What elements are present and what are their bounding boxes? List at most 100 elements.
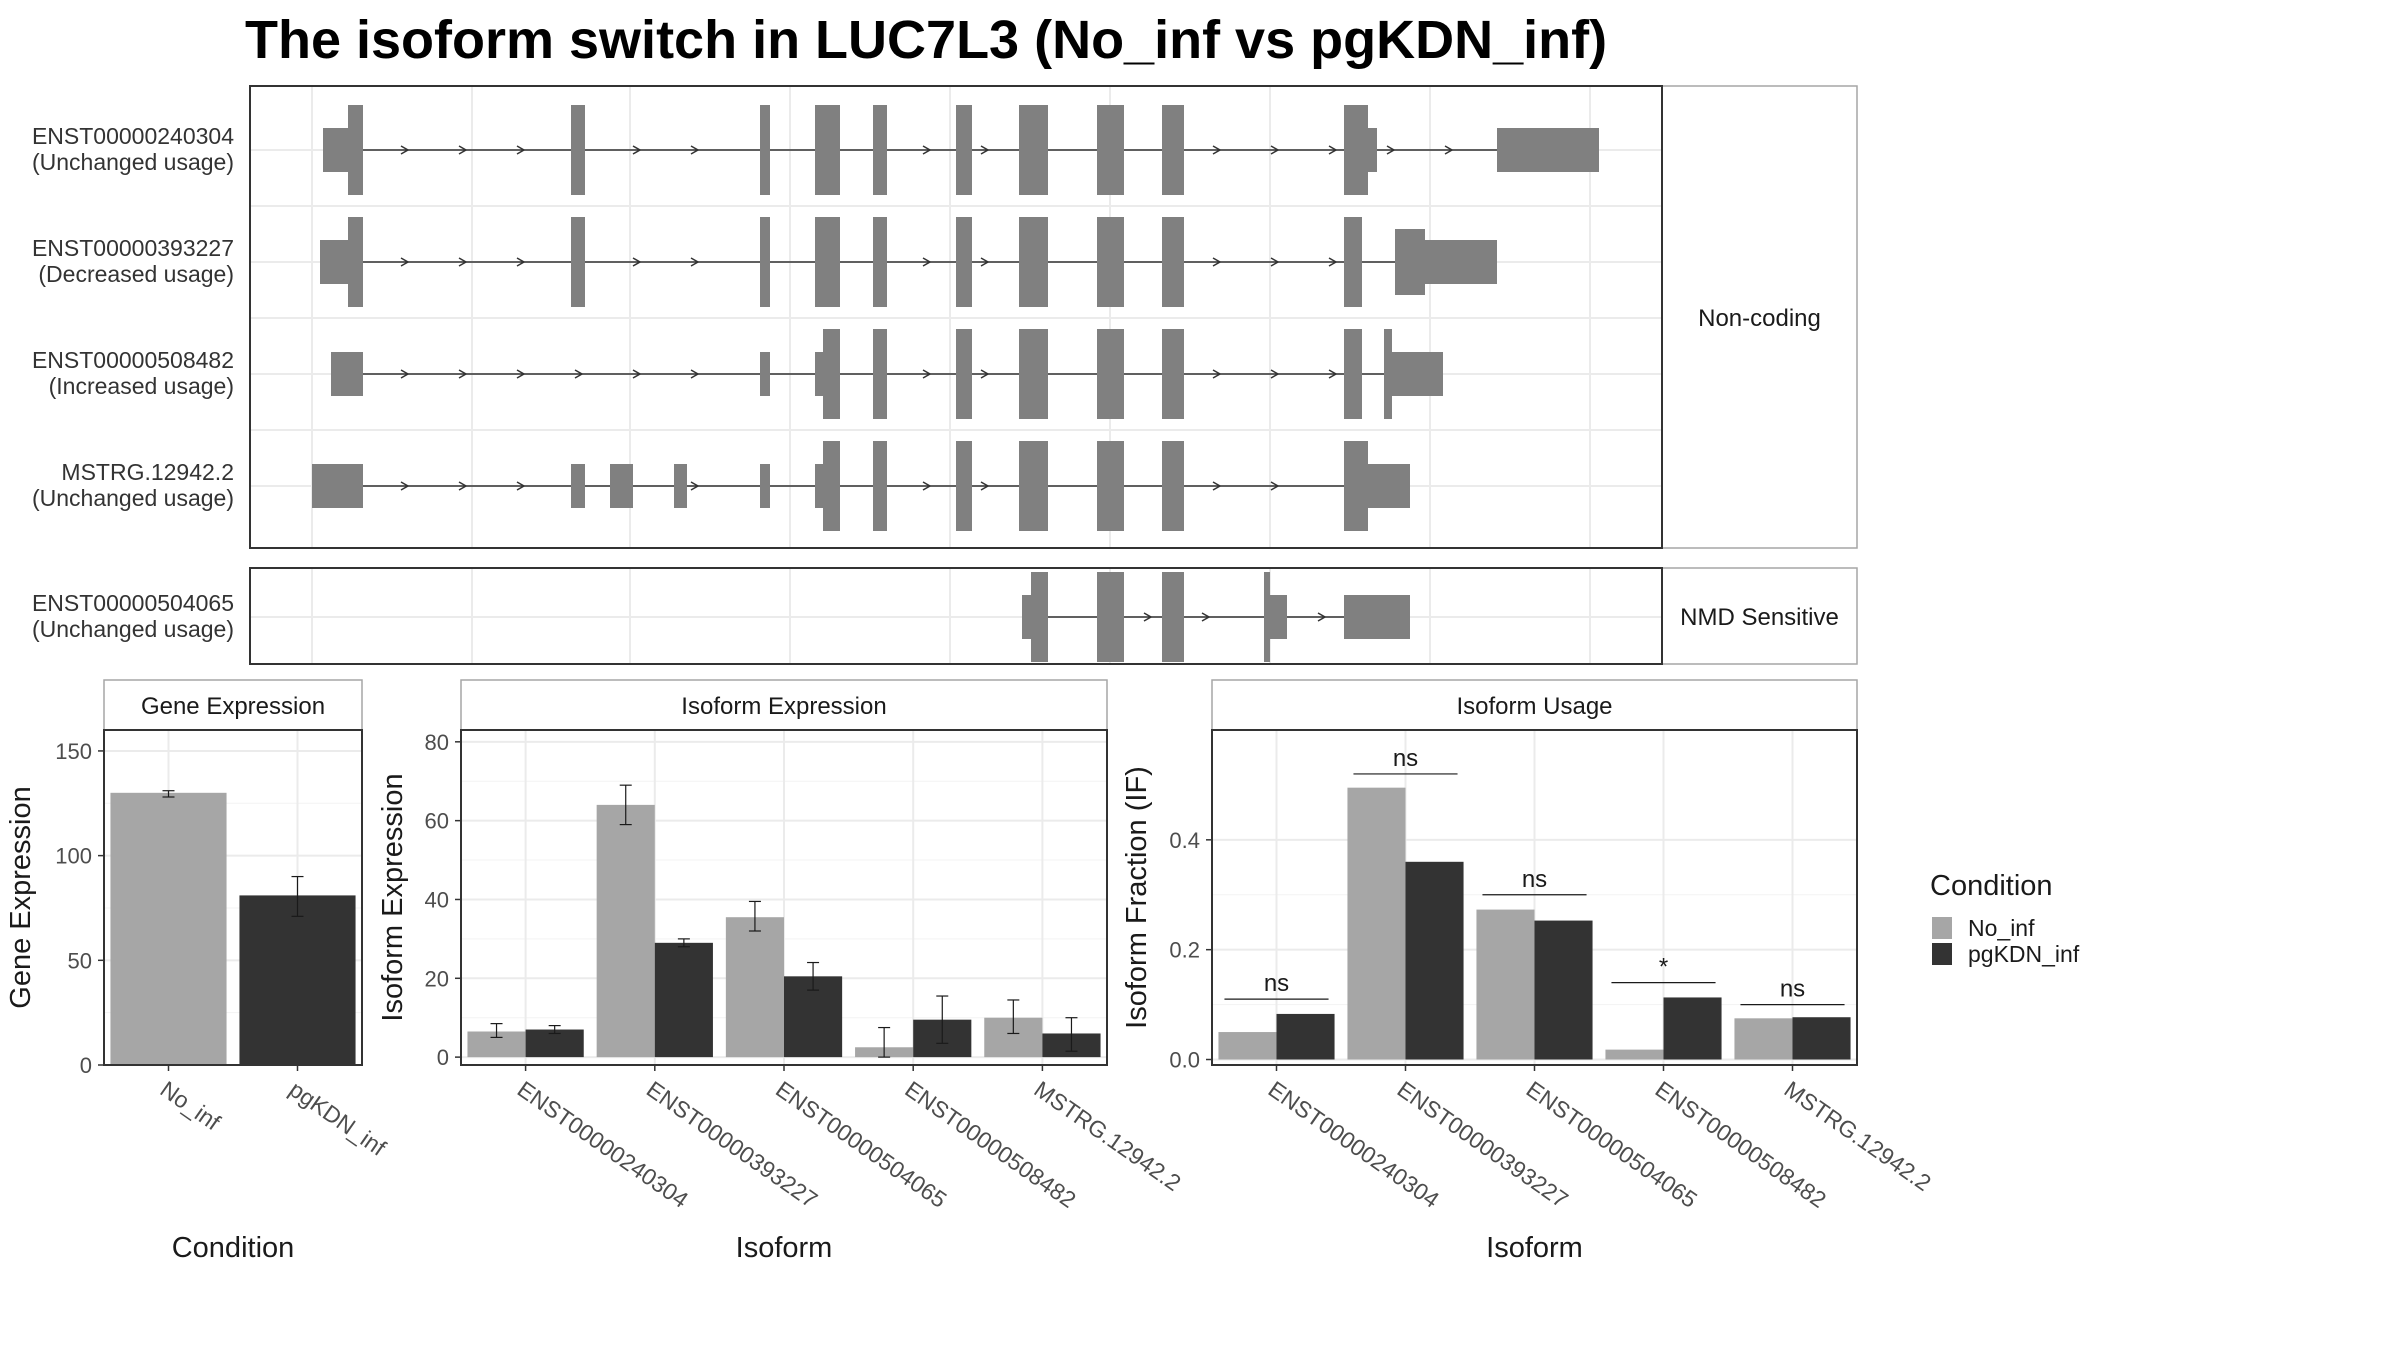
- exon-block: [1384, 329, 1392, 419]
- bar: [1792, 1017, 1851, 1060]
- intron-direction-arrow: [922, 369, 932, 379]
- isoform-track-id: ENST00000393227: [32, 235, 234, 261]
- bar: [1218, 1032, 1277, 1060]
- intron-direction-arrow: [400, 257, 410, 267]
- intron-direction-arrow: [980, 481, 990, 491]
- exon-block: [760, 105, 770, 195]
- figure-title: The isoform switch in LUC7L3 (No_inf vs …: [245, 10, 1607, 70]
- intron-direction-arrow: [1201, 612, 1211, 622]
- chart-plot-border: [1211, 729, 1858, 1066]
- exon-block: [956, 105, 972, 195]
- y-tick-label: 0: [80, 1053, 92, 1078]
- intron-direction-arrow: [1386, 145, 1396, 155]
- isoform-track-id: ENST00000504065: [32, 590, 234, 616]
- intron-direction-arrow: [516, 145, 526, 155]
- exon-block: [1425, 240, 1497, 284]
- legend-swatch-no-inf: [1932, 917, 1952, 939]
- exon-block: [1022, 595, 1031, 639]
- exon-block: [1019, 441, 1048, 531]
- intron-direction-arrow: [922, 257, 932, 267]
- exon-block: [1097, 441, 1124, 531]
- intron-direction-arrow: [1212, 481, 1222, 491]
- intron-direction-arrow: [1212, 369, 1222, 379]
- intron-direction-arrow: [632, 145, 642, 155]
- exon-block: [1162, 572, 1184, 662]
- exon-block: [1368, 128, 1377, 172]
- intron-direction-arrow: [690, 369, 700, 379]
- legend-swatch-pgkdn-inf: [1932, 943, 1952, 965]
- exon-block: [1368, 464, 1410, 508]
- intron-direction-arrow: [980, 257, 990, 267]
- intron-direction-arrow: [1270, 145, 1280, 155]
- exon-block: [1264, 572, 1270, 662]
- exon-block: [1162, 105, 1184, 195]
- exon-block: [1019, 217, 1048, 307]
- exon-block: [815, 464, 823, 508]
- intron-direction-arrow: [1143, 612, 1153, 622]
- x-axis-title: Condition: [172, 1232, 295, 1264]
- intron-direction-arrow: [1212, 145, 1222, 155]
- intron-direction-arrow: [632, 369, 642, 379]
- intron-direction-arrow: [1317, 612, 1327, 622]
- intron-direction-arrow: [516, 481, 526, 491]
- significance-label: ns: [1522, 866, 1547, 893]
- exon-block: [1019, 105, 1048, 195]
- intron-direction-arrow: [574, 369, 584, 379]
- exon-block: [1031, 572, 1048, 662]
- bar: [1476, 909, 1535, 1060]
- exon-block: [1270, 595, 1287, 639]
- exon-block: [323, 128, 348, 172]
- exon-block: [331, 352, 363, 396]
- exon-block: [873, 217, 887, 307]
- exon-block: [674, 464, 687, 508]
- significance-label: ns: [1393, 745, 1418, 772]
- exon-block: [823, 441, 840, 531]
- bar: [1534, 920, 1593, 1060]
- bar: [1405, 861, 1464, 1060]
- intron-direction-arrow: [458, 369, 468, 379]
- intron-direction-arrow: [516, 369, 526, 379]
- isoform-track-id: MSTRG.12942.2: [61, 459, 234, 485]
- intron-direction-arrow: [1212, 257, 1222, 267]
- intron-direction-arrow: [1444, 145, 1454, 155]
- x-axis-title: Isoform: [1486, 1232, 1583, 1264]
- exon-block: [1162, 217, 1184, 307]
- intron-direction-arrow: [1270, 369, 1280, 379]
- legend-label-pgkdn-inf: pgKDN_inf: [1968, 941, 2080, 967]
- intron-direction-arrow: [1328, 145, 1338, 155]
- y-tick-label: 150: [55, 739, 92, 764]
- legend-title: Condition: [1930, 870, 2053, 902]
- isoform-expression-chart: Isoform Expression020406080ENST000002403…: [377, 679, 1186, 1264]
- bar: [1663, 997, 1722, 1060]
- intron-direction-arrow: [980, 145, 990, 155]
- chart-title: Isoform Usage: [1456, 693, 1612, 720]
- intron-direction-arrow: [458, 481, 468, 491]
- exon-block: [1162, 329, 1184, 419]
- bar: [654, 942, 713, 1058]
- exon-block: [1344, 441, 1368, 531]
- chart-strip: [1211, 679, 1858, 731]
- intron-direction-arrow: [400, 481, 410, 491]
- exon-block: [1162, 441, 1184, 531]
- exon-block: [571, 105, 585, 195]
- exon-block: [571, 217, 585, 307]
- intron-direction-arrow: [632, 257, 642, 267]
- y-tick-label: 100: [55, 844, 92, 869]
- exon-block: [320, 240, 348, 284]
- structure-facet-label: Non-coding: [1698, 305, 1821, 332]
- y-tick-label: 60: [425, 809, 449, 834]
- bar: [725, 917, 784, 1058]
- structure-panel-border: [249, 567, 1663, 665]
- bar: [525, 1029, 584, 1058]
- exon-block: [1097, 105, 1124, 195]
- isoform-track-usage: (Increased usage): [49, 373, 234, 399]
- bar: [239, 895, 356, 1065]
- bar: [1734, 1018, 1793, 1060]
- exon-block: [873, 105, 887, 195]
- gene-expression-chart: Gene Expression 0 50 100 150 No_inf pgKDN_inf G…: [5, 679, 391, 1264]
- intron-direction-arrow: [690, 257, 700, 267]
- isoform-track-usage: (Unchanged usage): [32, 149, 234, 175]
- intron-direction-arrow: [1328, 257, 1338, 267]
